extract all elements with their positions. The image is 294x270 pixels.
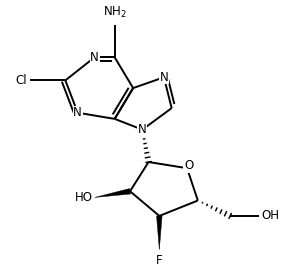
Text: F: F (156, 254, 163, 266)
Text: N: N (73, 106, 82, 119)
Text: Cl: Cl (15, 74, 27, 87)
Text: OH: OH (261, 210, 279, 222)
Polygon shape (95, 188, 131, 197)
Text: O: O (184, 159, 193, 172)
Text: NH$_2$: NH$_2$ (103, 5, 126, 20)
Text: N: N (160, 71, 168, 84)
Text: HO: HO (75, 191, 93, 204)
Text: N: N (138, 123, 147, 136)
Text: N: N (90, 51, 99, 64)
Polygon shape (156, 216, 162, 250)
